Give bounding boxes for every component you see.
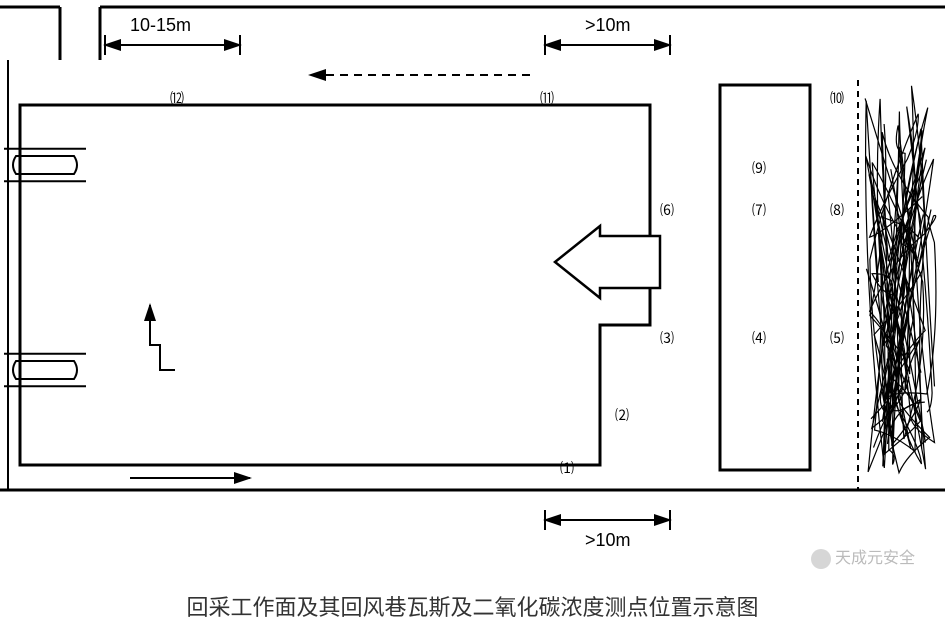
watermark-text: 天成元安全: [835, 550, 915, 567]
point-label-p1: ⑴: [560, 458, 574, 478]
diagram-caption: 回采工作面及其回风巷瓦斯及二氧化碳浓度测点位置示意图: [0, 590, 945, 622]
mine-layout-diagram: [0, 0, 945, 634]
wechat-icon: [811, 549, 831, 569]
point-label-p4: ⑷: [752, 328, 766, 348]
dimension-dim-bottom: >10m: [585, 530, 631, 551]
watermark: 天成元安全: [811, 544, 915, 569]
diagram-svg: [0, 0, 945, 634]
point-label-p7: ⑺: [752, 200, 766, 220]
dimension-dim-top-left: 10-15m: [130, 15, 191, 36]
point-label-p6: ⑹: [660, 200, 674, 220]
point-label-p5: ⑸: [830, 328, 844, 348]
point-label-p8: ⑻: [830, 200, 844, 220]
point-label-p2: ⑵: [615, 405, 629, 425]
point-label-p3: ⑶: [660, 328, 674, 348]
point-label-p12: ⑿: [170, 88, 184, 108]
point-label-p9: ⑼: [752, 158, 766, 178]
point-label-p11: ⑾: [540, 88, 554, 108]
point-label-p10: ⑽: [830, 88, 844, 108]
dimension-dim-top-right: >10m: [585, 15, 631, 36]
